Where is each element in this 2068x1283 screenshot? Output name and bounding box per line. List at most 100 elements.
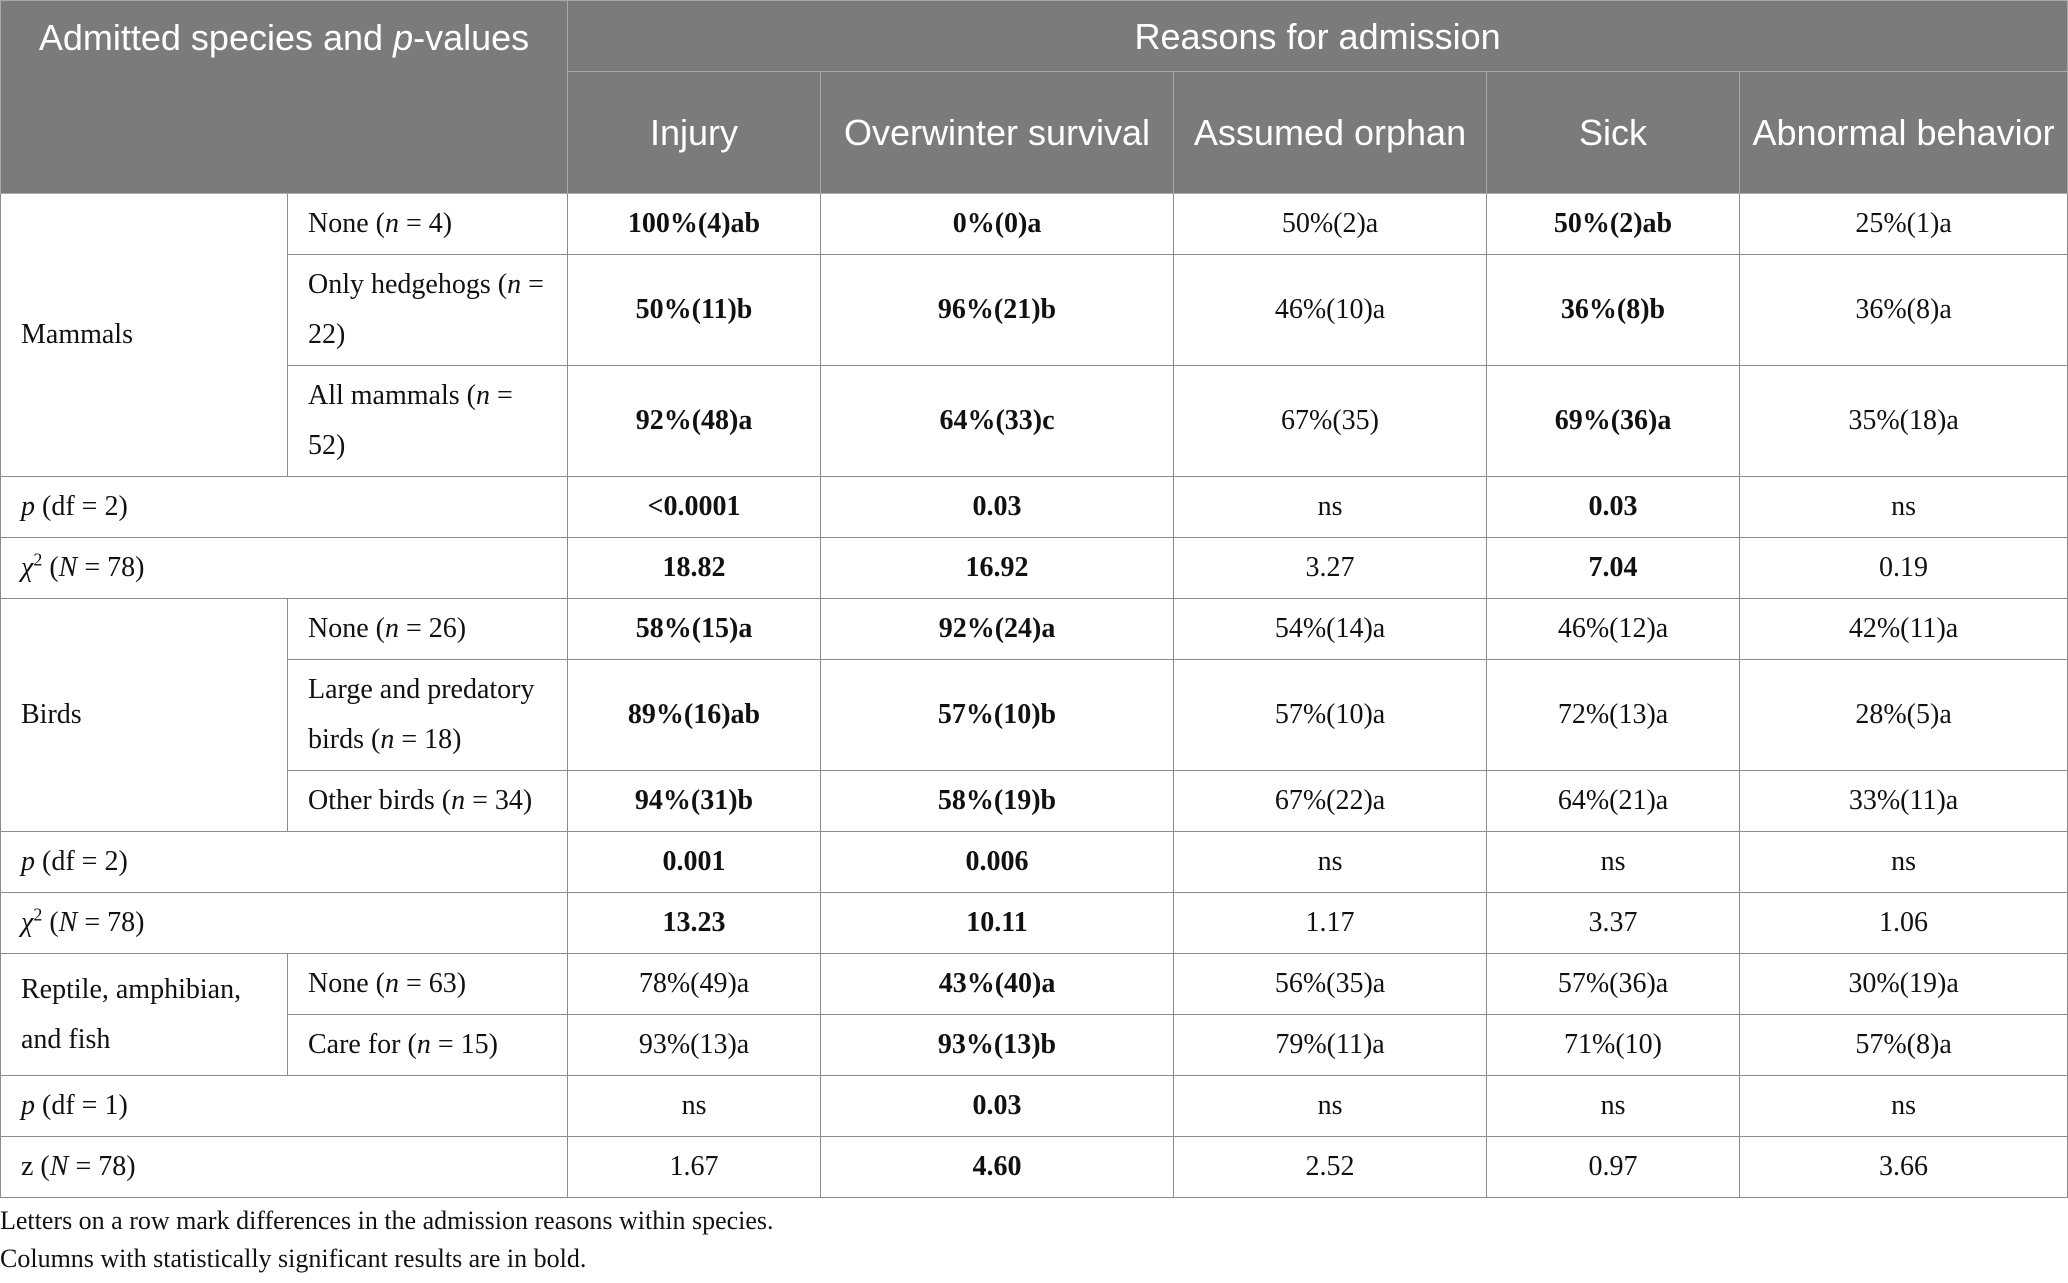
z-row-label: z (N = 78): [0, 1136, 569, 1198]
table-cell: 92%(48)a: [567, 365, 822, 477]
col-header-abnormal-behavior: Abnormal behavior: [1739, 71, 2068, 194]
table-cell: 100%(4)ab: [567, 193, 822, 255]
table-cell: 0%(0)a: [820, 193, 1175, 255]
admission-reasons-table: Admitted species and p-values Reasons fo…: [0, 0, 2068, 1198]
table-cell: 0.97: [1486, 1136, 1741, 1198]
table-row: Birds None (n = 26) 58%(15)a 92%(24)a 54…: [0, 598, 2068, 832]
table-cell: 36%(8)a: [1739, 254, 2068, 366]
table-cell: 57%(36)a: [1486, 953, 1741, 1015]
table-cell: 18.82: [567, 537, 822, 599]
table-cell: 94%(31)b: [567, 770, 822, 832]
table-cell: 3.37: [1486, 892, 1741, 954]
p-row-label: p (df = 2): [0, 831, 569, 893]
table-cell: 0.19: [1739, 537, 2068, 599]
group-label-mammals: Mammals: [0, 193, 288, 477]
col-header-injury: Injury: [567, 71, 822, 194]
chi-row-label: χ2 (N = 78): [0, 892, 569, 954]
table-cell: 58%(19)b: [820, 770, 1175, 832]
col-header-sick: Sick: [1486, 71, 1741, 194]
table-cell: 57%(8)a: [1739, 1014, 2068, 1076]
row-label: None (n = 63): [286, 953, 569, 1015]
table-cell: 7.04: [1486, 537, 1741, 599]
row-label: Large and predatory birds (n = 18): [286, 659, 569, 771]
table-cell: 10.11: [820, 892, 1175, 954]
table-cell: ns: [1173, 831, 1488, 893]
group-label-birds: Birds: [0, 598, 288, 832]
table-cell: 33%(11)a: [1739, 770, 2068, 832]
corner-header: Admitted species and p-values: [0, 0, 569, 194]
table-cell: ns: [1739, 831, 2068, 893]
chi-square-row: χ2 (N = 78) 13.23 10.11 1.17 3.37 1.06: [0, 892, 2068, 954]
chi-row-label: χ2 (N = 78): [0, 537, 569, 599]
row-label: All mammals (n = 52): [286, 365, 569, 477]
table-cell: 50%(11)b: [567, 254, 822, 366]
table-cell: 43%(40)a: [820, 953, 1175, 1015]
table-cell: 0.03: [820, 1075, 1175, 1137]
table-cell: 71%(10): [1486, 1014, 1741, 1076]
row-label: None (n = 26): [286, 598, 569, 660]
row-label: Only hedgehogs (n = 22): [286, 254, 569, 366]
table-row: Care for (n = 15) 93%(13)a 93%(13)b 79%(…: [1, 1014, 2068, 1076]
table-cell: 92%(24)a: [820, 598, 1175, 660]
table-cell: 93%(13)b: [820, 1014, 1175, 1076]
row-label: Care for (n = 15): [286, 1014, 569, 1076]
table-cell: 72%(13)a: [1486, 659, 1741, 771]
table-cell: 1.06: [1739, 892, 2068, 954]
table-cell: ns: [1739, 476, 2068, 538]
table-cell: 28%(5)a: [1739, 659, 2068, 771]
table-cell: ns: [1486, 831, 1741, 893]
table-cell: 93%(13)a: [567, 1014, 822, 1076]
table-cell: 16.92: [820, 537, 1175, 599]
footnote-letters: Letters on a row mark differences in the…: [0, 1206, 774, 1235]
table-cell: 57%(10)b: [820, 659, 1175, 771]
row-label: None (n = 4): [286, 193, 569, 255]
table-cell: 50%(2)a: [1173, 193, 1488, 255]
table-row: Reptile, amphibian, and fish None (n = 6…: [0, 953, 2068, 1076]
table-cell: 36%(8)b: [1486, 254, 1741, 366]
table-cell: 1.67: [567, 1136, 822, 1198]
footnote-bold: Columns with statistically significant r…: [0, 1244, 587, 1273]
z-score-row: z (N = 78) 1.67 4.60 2.52 0.97 3.66: [0, 1136, 2068, 1198]
table-cell: 1.17: [1173, 892, 1488, 954]
table-cell: 96%(21)b: [820, 254, 1175, 366]
table-row: All mammals (n = 52) 92%(48)a 64%(33)c 6…: [1, 365, 2068, 477]
table-cell: 0.03: [1486, 476, 1741, 538]
table-cell: 57%(10)a: [1173, 659, 1488, 771]
table-cell: 54%(14)a: [1173, 598, 1488, 660]
p-row-label: p (df = 1): [0, 1075, 569, 1137]
header-row-columns: Injury Overwinter survival Assumed orpha…: [1, 71, 2068, 194]
table-container: Admitted species and p-values Reasons fo…: [0, 0, 2068, 1198]
table-cell: 30%(19)a: [1739, 953, 2068, 1015]
header-row-group: Admitted species and p-values Reasons fo…: [0, 0, 2068, 194]
table-cell: <0.0001: [567, 476, 822, 538]
table-cell: 0.001: [567, 831, 822, 893]
group-label-reptiles: Reptile, amphibian, and fish: [0, 953, 288, 1076]
table-cell: 67%(22)a: [1173, 770, 1488, 832]
col-header-overwinter-survival: Overwinter survival: [820, 71, 1175, 194]
table-cell: 46%(10)a: [1173, 254, 1488, 366]
table-cell: 64%(21)a: [1486, 770, 1741, 832]
table-cell: 42%(11)a: [1739, 598, 2068, 660]
table-row: Other birds (n = 34) 94%(31)b 58%(19)b 6…: [1, 770, 2068, 832]
table-cell: 78%(49)a: [567, 953, 822, 1015]
table-cell: 3.66: [1739, 1136, 2068, 1198]
row-label: Other birds (n = 34): [286, 770, 569, 832]
table-cell: 35%(18)a: [1739, 365, 2068, 477]
table-cell: ns: [567, 1075, 822, 1137]
table-cell: ns: [1739, 1075, 2068, 1137]
table-cell: 89%(16)ab: [567, 659, 822, 771]
reasons-group-header: Reasons for admission: [567, 0, 2068, 73]
table-cell: 50%(2)ab: [1486, 193, 1741, 255]
p-value-row: p (df = 2) <0.0001 0.03 ns 0.03 ns: [0, 476, 2068, 538]
table-cell: 2.52: [1173, 1136, 1488, 1198]
table-cell: 64%(33)c: [820, 365, 1175, 477]
table-cell: 4.60: [820, 1136, 1175, 1198]
table-cell: 0.03: [820, 476, 1175, 538]
table-cell: 56%(35)a: [1173, 953, 1488, 1015]
col-header-assumed-orphan: Assumed orphan: [1173, 71, 1488, 194]
p-row-label: p (df = 2): [0, 476, 569, 538]
table-row: Only hedgehogs (n = 22) 50%(11)b 96%(21)…: [1, 254, 2068, 366]
table-cell: ns: [1173, 476, 1488, 538]
table-cell: 3.27: [1173, 537, 1488, 599]
table-cell: 58%(15)a: [567, 598, 822, 660]
